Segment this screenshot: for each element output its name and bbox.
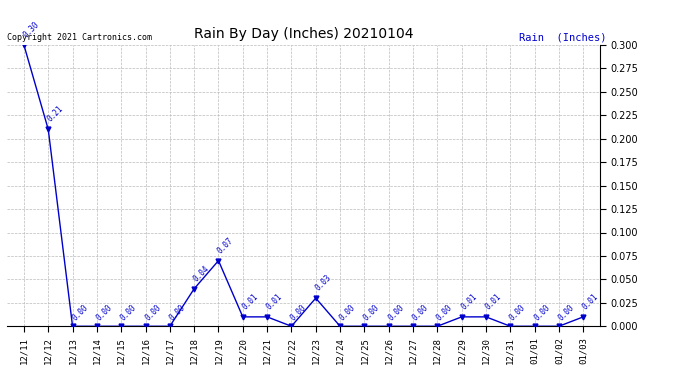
Text: 0.21: 0.21 [46,104,66,124]
Title: Rain By Day (Inches) 20210104: Rain By Day (Inches) 20210104 [194,27,413,41]
Text: 0.00: 0.00 [168,303,187,322]
Text: 0.00: 0.00 [70,303,90,322]
Text: 0.00: 0.00 [435,303,455,322]
Text: 0.01: 0.01 [460,292,479,311]
Text: Copyright 2021 Cartronics.com: Copyright 2021 Cartronics.com [7,33,152,42]
Text: 0.03: 0.03 [313,273,333,292]
Text: 0.00: 0.00 [386,303,406,322]
Text: 0.01: 0.01 [581,292,600,311]
Text: 0.01: 0.01 [240,292,260,311]
Text: 0.00: 0.00 [411,303,430,322]
Text: 0.00: 0.00 [289,303,308,322]
Text: 0.00: 0.00 [557,303,576,322]
Text: 0.04: 0.04 [192,264,211,283]
Text: 0.00: 0.00 [508,303,527,322]
Text: 0.00: 0.00 [119,303,138,322]
Text: 0.00: 0.00 [143,303,163,322]
Text: Rain  (Inches): Rain (Inches) [519,32,607,42]
Text: 0.07: 0.07 [216,236,235,255]
Text: 0.30: 0.30 [21,20,41,39]
Text: 0.00: 0.00 [532,303,551,322]
Text: 0.00: 0.00 [337,303,357,322]
Text: 0.00: 0.00 [362,303,382,322]
Text: 0.01: 0.01 [265,292,284,311]
Text: 0.01: 0.01 [484,292,503,311]
Text: 0.00: 0.00 [95,303,114,322]
